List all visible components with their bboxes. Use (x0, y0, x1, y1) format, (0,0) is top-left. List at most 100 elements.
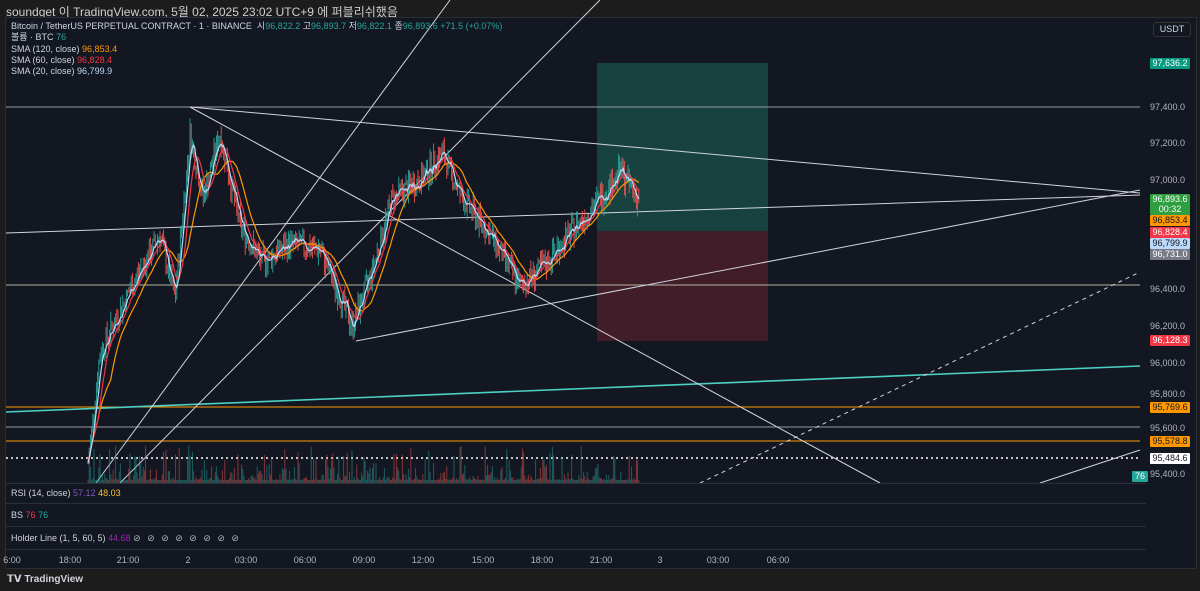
volume-bar (334, 480, 336, 483)
volume-bar (100, 479, 102, 483)
time-tick: 12:00 (411, 555, 435, 565)
sma60-label[interactable]: SMA (60, close) (11, 54, 75, 65)
volume-bar (421, 479, 423, 483)
rsi-pane-legend[interactable]: RSI (14, close) 57.12 48.03 (11, 488, 121, 498)
volume-bar (287, 479, 289, 483)
currency-button[interactable]: USDT (1153, 22, 1191, 37)
volume-bar (436, 479, 438, 483)
volume-bar (543, 458, 545, 483)
pane-separator[interactable] (6, 526, 1146, 527)
target-price-tag: 97,636.2 (1150, 58, 1190, 69)
bs-pane-legend[interactable]: BS 76 76 (11, 510, 48, 520)
volume-bar (141, 476, 143, 483)
volume-bar (593, 475, 595, 483)
volume-bar (387, 476, 389, 483)
volume-bar (443, 471, 445, 483)
sma120-label[interactable]: SMA (120, close) (11, 43, 80, 54)
sma20-label[interactable]: SMA (20, close) (11, 66, 75, 77)
volume-bar (478, 479, 480, 483)
low-value: 96,822.1 (356, 21, 392, 31)
volume-bar (533, 479, 535, 483)
volume-bar (562, 479, 564, 483)
volume-bar (464, 465, 466, 483)
volume-bar (340, 480, 342, 483)
time-tick: 18:00 (530, 555, 554, 565)
holder-pane-legend[interactable]: Holder Line (1, 5, 60, 5) 44.68 ⊘ ⊘ ⊘ ⊘ … (11, 533, 241, 544)
volume-bar (97, 479, 99, 483)
volume-bar (182, 479, 184, 483)
volume-bar (373, 463, 375, 483)
volume-bar (227, 479, 229, 483)
publish-note: soundget 이 TradingView.com, 5월 02, 2025 … (6, 5, 398, 19)
volume-bar (359, 479, 361, 483)
volume-bar (332, 453, 334, 483)
price-tick: 97,200.0 (1150, 138, 1186, 148)
volume-bar (620, 471, 622, 483)
volume-bar (417, 479, 419, 483)
volume-bar (266, 465, 268, 483)
volume-bar (374, 479, 376, 483)
time-tick: 09:00 (352, 555, 376, 565)
volume-bar (521, 448, 523, 483)
volume-bar (351, 450, 353, 483)
volume-bar (430, 479, 432, 483)
pane-separator[interactable] (6, 483, 1146, 484)
volume-bar (370, 479, 372, 483)
volume-label[interactable]: 볼륨 · BTC (11, 32, 54, 43)
volume-bar (608, 475, 610, 483)
volume-bar (207, 479, 209, 483)
volume-bar (99, 454, 101, 483)
volume-bar (513, 480, 515, 483)
volume-bar (189, 455, 191, 483)
sma20-tag: 96,799.9 (1150, 238, 1190, 249)
volume-bar (605, 474, 607, 483)
volume-bar (284, 449, 286, 483)
volume-bar (179, 479, 181, 483)
volume-bar (345, 475, 347, 483)
volume-bar (143, 470, 145, 483)
volume-bar (367, 470, 369, 483)
stop-price-tag: 96,128.3 (1150, 335, 1190, 346)
volume-bar (458, 478, 460, 483)
volume-bar (267, 479, 269, 483)
sma120-tag: 96,853.4 (1150, 215, 1190, 226)
volume-bar (362, 476, 364, 483)
volume-bar (431, 479, 433, 483)
volume-bar (201, 469, 203, 483)
volume-bar (331, 460, 333, 483)
volume-bar (223, 479, 225, 483)
volume-bar (526, 478, 528, 483)
volume-bar (208, 478, 210, 483)
volume-bar (283, 469, 285, 483)
volume-bar (303, 478, 305, 483)
volume-bar (134, 456, 136, 483)
volume-bar (146, 479, 148, 483)
volume-bar (262, 479, 264, 483)
volume-bar (285, 468, 287, 483)
volume-bar (212, 479, 214, 483)
symbol-title[interactable]: Bitcoin / TetherUS PERPETUAL CONTRACT · … (11, 21, 252, 31)
volume-bar (614, 458, 616, 483)
volume-bar (503, 479, 505, 483)
volume-bar (121, 480, 123, 483)
volume-bar (211, 466, 213, 483)
volume-bar (260, 471, 262, 483)
volume-bar (386, 478, 388, 483)
last-price-tag: 96,893.6 00:32 (1150, 194, 1190, 215)
volume-bar (616, 479, 618, 483)
volume-bar (603, 479, 605, 483)
volume-bar (532, 479, 534, 483)
volume-bar (379, 477, 381, 483)
volume-bar (206, 470, 208, 483)
volume-bar (538, 478, 540, 483)
volume-bar (638, 479, 640, 483)
volume-bar (329, 468, 331, 483)
high-value: 96,893.7 (311, 21, 347, 31)
volume-bar (230, 471, 232, 483)
volume-bar (164, 479, 166, 483)
pane-separator[interactable] (6, 503, 1146, 504)
volume-bar (289, 471, 291, 483)
tradingview-logo[interactable]: 𝗧𝗩 TradingView (7, 574, 83, 585)
volume-bar (599, 477, 601, 483)
